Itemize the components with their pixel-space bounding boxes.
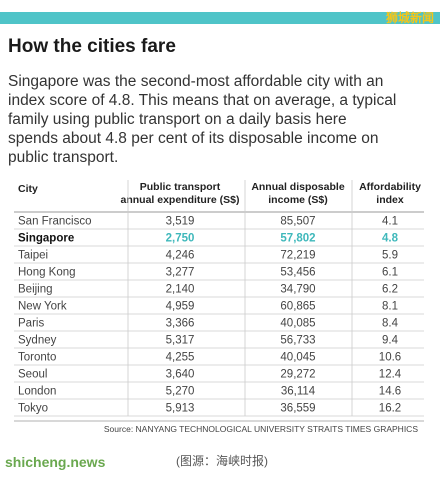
table-cell: 14.6 [379,386,401,398]
table-cell: 8.1 [382,301,398,313]
intro-line: Singapore was the second-most affordable… [8,73,383,90]
table-cell: 4.1 [382,216,398,228]
table-cell: 9.4 [382,335,399,347]
table-cell: 36,559 [280,403,315,415]
table-cell: Toronto [18,352,56,364]
table-cell: 6.2 [382,284,398,296]
table-cell: 10.6 [379,352,401,364]
table-cell: Sydney [18,335,57,347]
top-bar [0,12,440,24]
table-cell: 5,913 [166,403,195,415]
table-cell: 4.8 [382,233,399,245]
table-cell: 40,085 [280,318,315,330]
column-header: annual expenditure (S$) [120,194,239,206]
table-cell: 3,366 [166,318,195,330]
table-cell: 3,519 [166,216,195,228]
source: Source: NANYANG TECHNOLOGICAL UNIVERSITY… [104,424,418,434]
intro-line: index score of 4.8. This means that on a… [8,92,396,109]
column-header: index [376,194,404,206]
table-cell: 40,045 [280,352,315,364]
table-cell: San Francisco [18,216,92,228]
table-cell: 8.4 [382,318,399,330]
table-cell: 36,114 [281,386,316,398]
watermark: 狮城新闻 [385,10,434,25]
column-header: Public transport [140,181,221,193]
table-cell: 5.9 [382,250,398,262]
table-cell: 4,246 [166,250,195,262]
table-cell: 2,140 [166,284,195,296]
column-header: City [18,183,38,195]
table-cell: Taipei [18,250,48,262]
table-cell: 5,270 [166,386,195,398]
table-cell: Tokyo [18,403,48,415]
table-cell: 3,640 [166,369,195,381]
column-header: Affordability [359,181,421,193]
table-cell: Beijing [18,284,53,296]
intro: Singapore was the second-most affordable… [8,73,396,166]
table-cell: 56,733 [280,335,315,347]
table-cell: 3,277 [166,267,195,279]
intro-line: family using public transport on a daily… [8,111,347,128]
table-cell: 5,317 [166,335,195,347]
table-cell: 85,507 [280,216,315,228]
table-cell: Hong Kong [18,267,76,279]
table-cell: New York [18,301,67,313]
table-cell: 57,802 [280,233,315,245]
intro-line: public transport. [8,149,118,166]
title: How the cities fare [8,36,176,57]
table-cell: 2,750 [166,233,195,245]
table-cell: 12.4 [379,369,402,381]
table-cell: 60,865 [280,301,315,313]
column-header: income (S$) [268,194,328,206]
table-cell: 72,219 [280,250,315,262]
column-header: Annual disposable [251,181,345,193]
table-cell: 34,790 [280,284,315,296]
credit: (图源：海峡时报) [176,453,268,468]
table-cell: Paris [18,318,44,330]
table-cell: 29,272 [280,369,315,381]
table-cell: 16.2 [379,403,401,415]
table-cell: 53,456 [280,267,315,279]
table-cell: Singapore [18,233,74,245]
table-cell: Seoul [18,369,47,381]
intro-line: spends about 4.8 per cent of its disposa… [8,130,379,147]
table-cell: 4,255 [166,352,195,364]
site-watermark: shicheng.news [5,454,106,470]
table-cell: 4,959 [166,301,195,313]
table-cell: London [18,386,56,398]
table-cell: 6.1 [382,267,398,279]
